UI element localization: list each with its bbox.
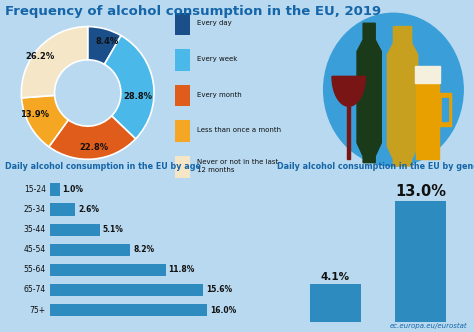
Text: 35-44: 35-44 — [24, 225, 46, 234]
Bar — [50, 184, 60, 196]
Text: Every month: Every month — [197, 92, 241, 98]
Text: 4.1%: 4.1% — [321, 272, 350, 282]
FancyBboxPatch shape — [175, 49, 190, 71]
Wedge shape — [21, 95, 68, 147]
Bar — [50, 223, 100, 236]
Text: 55-64: 55-64 — [24, 265, 46, 274]
Text: 8.4%: 8.4% — [96, 37, 119, 46]
FancyBboxPatch shape — [175, 13, 190, 35]
Bar — [50, 204, 75, 216]
Text: Daily alcohol consumption in the EU by gender: Daily alcohol consumption in the EU by g… — [277, 162, 474, 171]
Polygon shape — [332, 76, 365, 106]
Wedge shape — [88, 27, 121, 64]
FancyBboxPatch shape — [175, 121, 190, 142]
Wedge shape — [21, 27, 88, 98]
Text: 1.0%: 1.0% — [63, 185, 83, 194]
Bar — [50, 244, 130, 256]
Text: Frequency of alcohol consumption in the EU, 2019: Frequency of alcohol consumption in the … — [5, 5, 381, 18]
Text: 13.0%: 13.0% — [395, 184, 446, 199]
Text: Daily alcohol consumption in the EU by age: Daily alcohol consumption in the EU by a… — [5, 162, 201, 171]
Polygon shape — [357, 23, 381, 163]
Polygon shape — [439, 93, 451, 126]
Text: 65-74: 65-74 — [24, 286, 46, 294]
Polygon shape — [387, 27, 418, 166]
Text: 26.2%: 26.2% — [25, 52, 55, 61]
Text: 45-54: 45-54 — [24, 245, 46, 254]
Bar — [395, 201, 446, 322]
Text: Less than once a month: Less than once a month — [197, 127, 281, 133]
Text: ec.europa.eu/eurostat: ec.europa.eu/eurostat — [389, 323, 467, 329]
Bar — [50, 304, 207, 316]
Text: 5.1%: 5.1% — [103, 225, 124, 234]
Text: 25-34: 25-34 — [24, 205, 46, 214]
Circle shape — [324, 13, 463, 166]
Bar — [50, 264, 165, 276]
Text: 28.8%: 28.8% — [123, 92, 152, 101]
Polygon shape — [416, 80, 439, 159]
Text: 13.9%: 13.9% — [20, 110, 49, 119]
FancyBboxPatch shape — [175, 156, 190, 178]
Text: 11.8%: 11.8% — [169, 265, 195, 274]
Polygon shape — [347, 106, 350, 159]
Text: 2.6%: 2.6% — [78, 205, 99, 214]
Polygon shape — [415, 66, 440, 83]
Text: Every day: Every day — [197, 20, 231, 26]
Text: 75+: 75+ — [30, 305, 46, 314]
Polygon shape — [442, 98, 448, 121]
Text: 8.2%: 8.2% — [133, 245, 155, 254]
Text: 16.0%: 16.0% — [210, 305, 236, 314]
Text: Every week: Every week — [197, 56, 237, 62]
Text: 15-24: 15-24 — [24, 185, 46, 194]
Bar — [310, 284, 361, 322]
Wedge shape — [104, 36, 154, 139]
FancyBboxPatch shape — [175, 85, 190, 106]
Text: Never or not in the last
12 months: Never or not in the last 12 months — [197, 159, 278, 173]
Wedge shape — [49, 116, 136, 159]
Bar — [50, 284, 203, 296]
Text: 22.8%: 22.8% — [80, 143, 109, 152]
Text: 15.6%: 15.6% — [206, 286, 232, 294]
